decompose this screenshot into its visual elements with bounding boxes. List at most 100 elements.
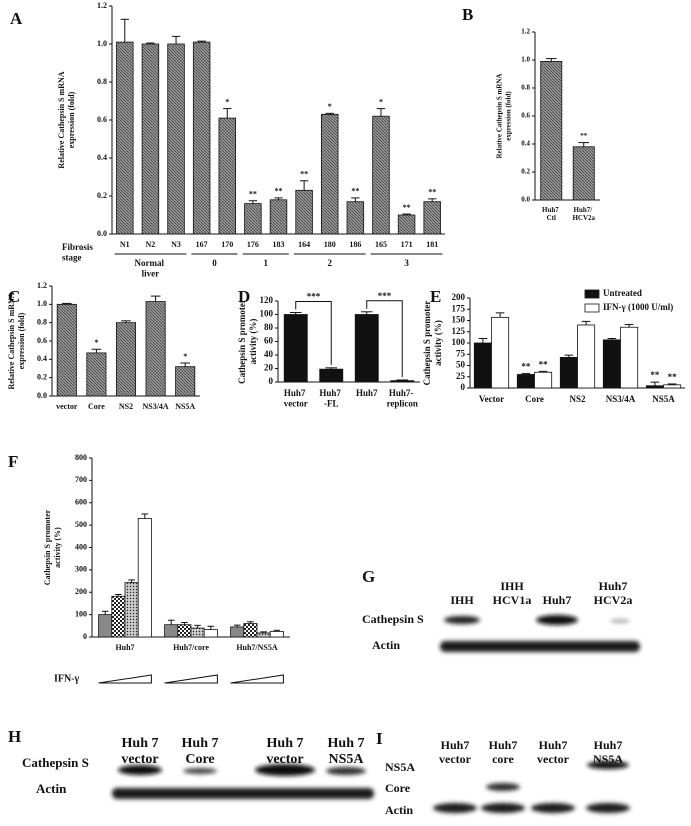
bar bbox=[164, 624, 179, 638]
bar bbox=[203, 629, 218, 638]
label-line: Huh7 bbox=[542, 206, 560, 214]
bar bbox=[559, 356, 578, 389]
x-tick-label: Core bbox=[88, 402, 105, 411]
band bbox=[586, 803, 630, 813]
label-line: Fibrosis bbox=[62, 242, 95, 252]
lane-label: Huh 7 bbox=[182, 736, 219, 751]
significance-label: ** bbox=[403, 203, 411, 212]
y-tick-label: 0.8 bbox=[97, 77, 107, 86]
bar bbox=[98, 614, 113, 638]
significance-label: ** bbox=[300, 170, 308, 179]
significance-label: ** bbox=[351, 187, 359, 196]
lane-label: vector bbox=[439, 752, 472, 766]
band bbox=[440, 641, 640, 652]
lane-label: Huh 7 bbox=[328, 736, 365, 751]
bar bbox=[111, 595, 126, 638]
y-axis-label: Relative Cathepsin S mRNA bbox=[496, 74, 504, 159]
bar bbox=[620, 326, 639, 389]
dose-triangle bbox=[230, 674, 284, 684]
panel-letter: C bbox=[8, 287, 20, 306]
bar bbox=[175, 366, 196, 397]
x-tick-label: 176 bbox=[247, 240, 259, 249]
blot-bands bbox=[112, 764, 374, 799]
label-line: HCV2a bbox=[572, 214, 595, 222]
y-tick-label: 0 bbox=[269, 376, 274, 386]
panel-letter: F bbox=[8, 452, 18, 471]
significance-label: * bbox=[183, 352, 187, 361]
band bbox=[112, 788, 374, 799]
x-tick-label: Huh7 bbox=[115, 643, 134, 652]
y-tick-label: 120 bbox=[260, 295, 274, 305]
x-tick-label: NS3/4A bbox=[606, 394, 636, 404]
x-tick-label: NS2 bbox=[569, 394, 586, 404]
lane-label: Huh 7 bbox=[122, 736, 159, 751]
bar bbox=[473, 342, 492, 389]
x-tick-label: Huh7/NS5A bbox=[236, 643, 278, 652]
bar bbox=[534, 371, 553, 389]
y-axis-label: activity (%) bbox=[248, 319, 258, 365]
y-tick-label: 0 bbox=[461, 382, 466, 392]
blot-g: G IHH IHH HCV1a Huh7 Huh7 HCV2a Cathepsi… bbox=[362, 567, 640, 652]
legend-label: Untreated bbox=[603, 288, 642, 298]
band bbox=[118, 765, 162, 775]
y-tick-label: 0.6 bbox=[97, 115, 107, 124]
y-tick-label: 60 bbox=[264, 336, 274, 346]
significance-label: * bbox=[94, 338, 98, 347]
y-tick-label: 400 bbox=[75, 542, 87, 551]
label-line: stage bbox=[62, 252, 82, 262]
y-axis-label: expression (fold) bbox=[67, 91, 76, 148]
lane-label: Huh7 bbox=[594, 738, 623, 752]
y-tick-label: 80 bbox=[264, 322, 274, 332]
y-tick-label: 75 bbox=[456, 348, 466, 358]
y-tick-label: 300 bbox=[75, 565, 87, 574]
y-axis-label: Cathepsin S promoter bbox=[422, 301, 432, 386]
panel-letter: A bbox=[10, 9, 23, 28]
significance-label: ** bbox=[521, 362, 531, 372]
x-tick-label: NS2 bbox=[119, 402, 133, 411]
row-label: Actin bbox=[372, 638, 400, 652]
y-tick-label: 0.2 bbox=[521, 168, 530, 176]
blot-bands bbox=[433, 761, 630, 813]
y-tick-label: 175 bbox=[452, 303, 466, 313]
blot-i: I Huh7 vector Huh7 core Huh7 vector Huh7… bbox=[376, 729, 630, 817]
y-tick-label: 1.0 bbox=[97, 39, 107, 48]
y-tick-label: 0.6 bbox=[37, 336, 47, 345]
significance-label: ** bbox=[249, 190, 257, 199]
chart-panel: B Relative Cathepsin S mRNA expression (fo… bbox=[462, 5, 600, 222]
y-tick-label: 25 bbox=[456, 371, 466, 381]
significance-label: ** bbox=[668, 372, 678, 382]
band bbox=[183, 768, 217, 774]
y-tick-label: 50 bbox=[456, 360, 466, 370]
y-tick-label: 0.8 bbox=[521, 84, 530, 92]
label-line: liver bbox=[142, 268, 160, 278]
label-line: vector bbox=[284, 398, 308, 408]
x-tick-label: Huh7/ HCV2a bbox=[572, 206, 595, 222]
x-tick-label: 181 bbox=[426, 240, 438, 249]
y-axis-label: Relative Cathepsin S mRNA bbox=[7, 292, 16, 389]
band bbox=[486, 783, 520, 791]
x-tick-label: 165 bbox=[375, 240, 387, 249]
bar bbox=[602, 339, 621, 389]
panel-letter: E bbox=[430, 287, 441, 306]
chart-panel: F Cathepsin S promoter activity (%) 0 100 200… bbox=[8, 452, 290, 684]
bar bbox=[167, 43, 185, 235]
x-tick-label: NS5A bbox=[652, 394, 675, 404]
y-tick-label: 200 bbox=[75, 587, 87, 596]
row-label: Cathepsin S bbox=[362, 612, 424, 626]
label-line: Huh7- bbox=[389, 388, 416, 398]
label-line: Normal bbox=[135, 258, 167, 268]
y-axis-label: activity (%) bbox=[433, 320, 443, 366]
y-tick-label: 20 bbox=[264, 363, 274, 373]
y-tick-label: 1.0 bbox=[37, 299, 47, 308]
bar bbox=[269, 631, 284, 638]
lane-label: IHH bbox=[450, 593, 474, 607]
y-tick-label: 150 bbox=[452, 315, 466, 325]
panel-letter: H bbox=[8, 727, 21, 746]
x-tick-label: Huh7 bbox=[356, 388, 378, 398]
row-label: Actin bbox=[36, 781, 67, 796]
bar bbox=[540, 61, 563, 201]
group-label: 1 bbox=[263, 258, 268, 268]
